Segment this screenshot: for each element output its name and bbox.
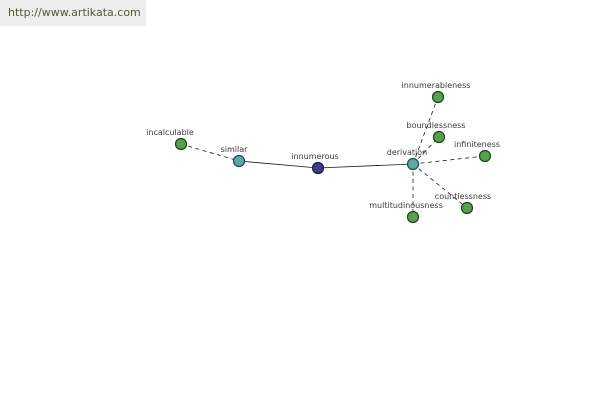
graph-edge-similar-innumerous <box>238 160 319 169</box>
node-label-multitudinousness: multitudinousness <box>369 201 442 210</box>
graph-edge-innumerous-derivation <box>317 163 414 169</box>
graph-node-infiniteness[interactable] <box>478 149 492 163</box>
node-label-derivation: derivation <box>387 148 427 157</box>
graph-node-similar[interactable] <box>232 154 246 168</box>
graph-node-incalculable[interactable] <box>174 137 188 151</box>
node-label-boundlessness: boundlessness <box>407 121 466 130</box>
graph-node-innumerous[interactable] <box>311 161 325 175</box>
graph-node-derivation[interactable] <box>406 157 420 171</box>
graph-edge-derivation-boundlessness <box>412 136 440 165</box>
graph-edge-incalculable-similar <box>180 143 240 162</box>
node-label-innumerableness: innumerableness <box>402 81 471 90</box>
node-label-countlessness: countlessness <box>435 192 491 201</box>
node-label-infiniteness: infiniteness <box>454 140 500 149</box>
graph-node-countlessness[interactable] <box>460 201 474 215</box>
node-label-innumerous: innumerous <box>291 152 338 161</box>
url-label: http://www.artikata.com <box>0 0 146 26</box>
node-label-incalculable: incalculable <box>146 128 194 137</box>
graph-node-innumerableness[interactable] <box>431 90 445 104</box>
node-label-similar: similar <box>221 145 249 154</box>
graph-node-boundlessness[interactable] <box>432 130 446 144</box>
graph-edge-derivation-infiniteness <box>412 155 486 165</box>
graph-node-multitudinousness[interactable] <box>406 210 420 224</box>
